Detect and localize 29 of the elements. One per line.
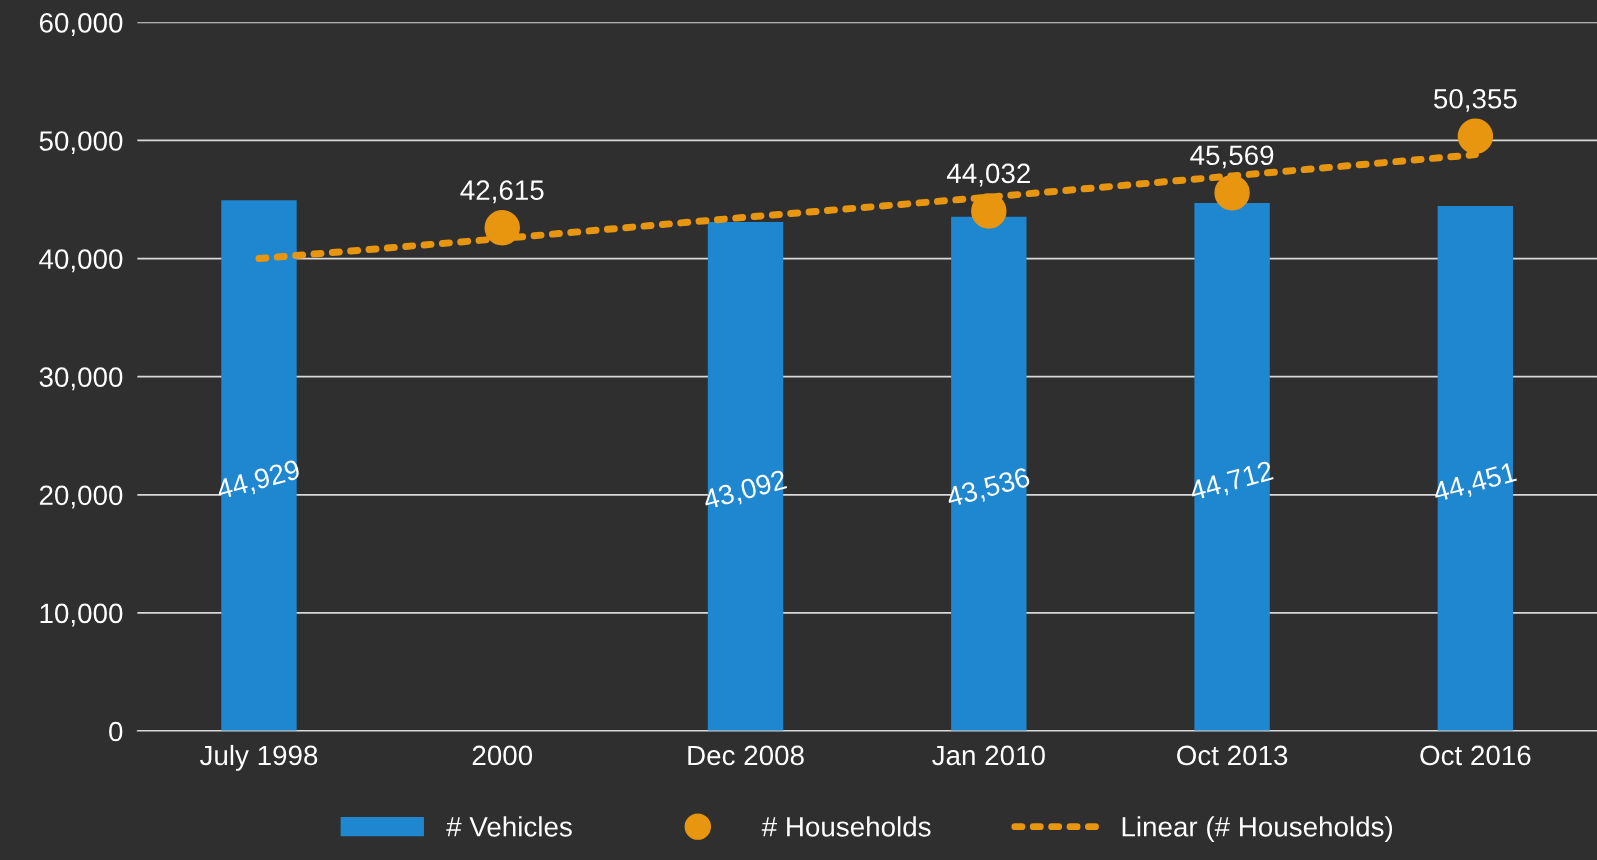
y-tick-label: 40,000 — [39, 249, 123, 273]
x-tick-label: Oct 2016 — [1420, 745, 1531, 766]
legend-label: Linear (# Households) — [1122, 816, 1393, 843]
y-tick-label: 50,000 — [39, 131, 123, 155]
point — [971, 193, 1007, 229]
data-label: 44,712 — [1188, 460, 1275, 504]
data-label: 42,615 — [460, 180, 544, 204]
point — [1214, 175, 1250, 211]
x-tick-label: Oct 2013 — [1177, 745, 1288, 766]
data-label: 50,355 — [1434, 88, 1517, 112]
data-label: 44,032 — [946, 163, 1030, 187]
data-label: 44,929 — [215, 459, 302, 503]
y-tick-label: 10,000 — [40, 603, 123, 627]
x-tick-label: July 1998 — [199, 744, 318, 771]
point — [484, 209, 520, 246]
y-tick-label: 60,000 — [39, 13, 123, 36]
y-tick-label: 0 — [109, 721, 123, 742]
point — [1457, 118, 1494, 154]
data-label: 43,092 — [701, 469, 788, 513]
x-tick-label: 2000 — [472, 745, 533, 766]
x-tick-label: Jan 2010 — [932, 745, 1045, 766]
data-label: 45,569 — [1190, 145, 1274, 169]
data-label: 44,451 — [1431, 462, 1518, 506]
y-tick-label: 30,000 — [39, 367, 123, 391]
legend-label: # Households — [761, 816, 931, 837]
legend-label: # Vehicles — [446, 816, 572, 837]
x-tick-label: Dec 2008 — [688, 745, 804, 766]
data-label: 43,536 — [945, 466, 1032, 511]
y-tick-label: 20,000 — [39, 485, 123, 509]
